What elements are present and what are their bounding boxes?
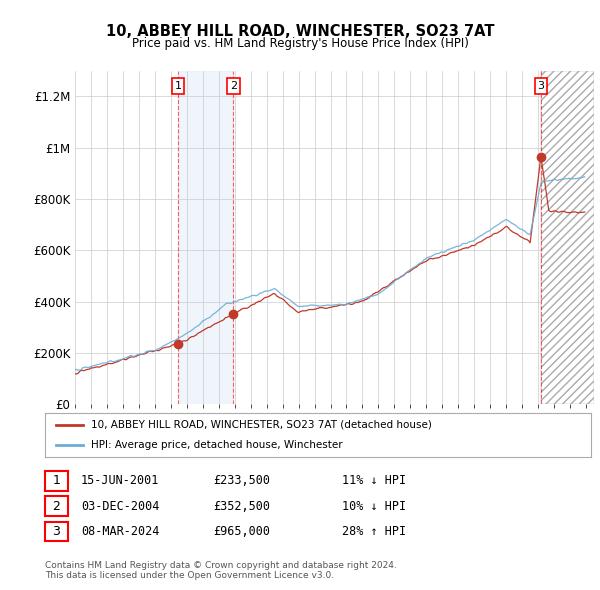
Text: 08-MAR-2024: 08-MAR-2024 <box>81 525 160 538</box>
Text: 15-JUN-2001: 15-JUN-2001 <box>81 474 160 487</box>
Text: 2: 2 <box>230 81 237 91</box>
Text: £352,500: £352,500 <box>213 500 270 513</box>
Bar <box>541 71 594 404</box>
Text: 3: 3 <box>52 525 61 538</box>
Text: Price paid vs. HM Land Registry's House Price Index (HPI): Price paid vs. HM Land Registry's House … <box>131 37 469 50</box>
Text: £965,000: £965,000 <box>213 525 270 538</box>
Text: 03-DEC-2004: 03-DEC-2004 <box>81 500 160 513</box>
Text: HPI: Average price, detached house, Winchester: HPI: Average price, detached house, Winc… <box>91 440 343 450</box>
Text: £233,500: £233,500 <box>213 474 270 487</box>
Text: 2: 2 <box>52 500 61 513</box>
Text: 28% ↑ HPI: 28% ↑ HPI <box>342 525 406 538</box>
Text: 10% ↓ HPI: 10% ↓ HPI <box>342 500 406 513</box>
Text: 11% ↓ HPI: 11% ↓ HPI <box>342 474 406 487</box>
Bar <box>178 71 233 404</box>
Text: 1: 1 <box>175 81 182 91</box>
Text: 3: 3 <box>538 81 544 91</box>
Text: 10, ABBEY HILL ROAD, WINCHESTER, SO23 7AT: 10, ABBEY HILL ROAD, WINCHESTER, SO23 7A… <box>106 24 494 38</box>
Text: 1: 1 <box>52 474 61 487</box>
Text: Contains HM Land Registry data © Crown copyright and database right 2024.
This d: Contains HM Land Registry data © Crown c… <box>45 560 397 580</box>
Text: 10, ABBEY HILL ROAD, WINCHESTER, SO23 7AT (detached house): 10, ABBEY HILL ROAD, WINCHESTER, SO23 7A… <box>91 420 432 430</box>
